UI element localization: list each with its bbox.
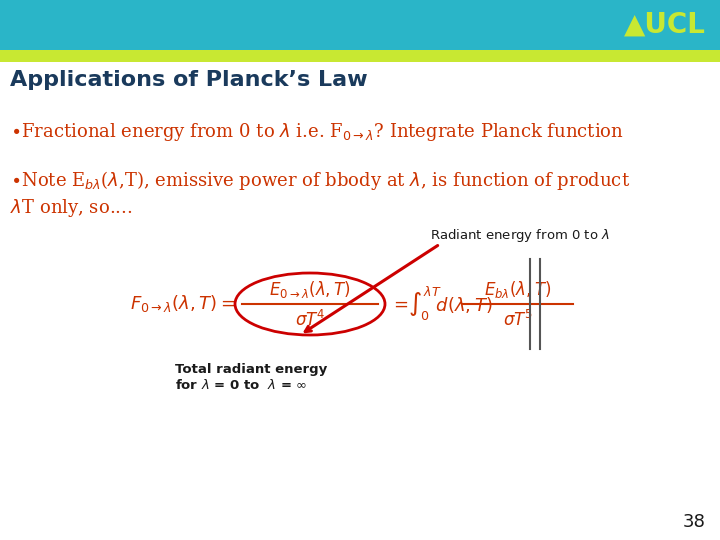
Text: $E_{0\rightarrow\lambda}(\lambda,T)$: $E_{0\rightarrow\lambda}(\lambda,T)$ <box>269 280 351 300</box>
Text: Total radiant energy: Total radiant energy <box>175 362 328 375</box>
Text: $\bullet$Fractional energy from 0 to $\lambda$ i.e. F$_{0\rightarrow\lambda}$? I: $\bullet$Fractional energy from 0 to $\l… <box>10 121 624 143</box>
Text: $\sigma T^5$: $\sigma T^5$ <box>503 310 533 330</box>
Text: Radiant energy from 0 to $\lambda$: Radiant energy from 0 to $\lambda$ <box>430 227 610 245</box>
Text: $\bullet$Note E$_{b\lambda}$($\lambda$,T), emissive power of bbody at $\lambda$,: $\bullet$Note E$_{b\lambda}$($\lambda$,T… <box>10 168 630 192</box>
Text: $\lambda$T only, so....: $\lambda$T only, so.... <box>10 197 132 219</box>
Bar <box>0 0 720 50</box>
Text: $=$: $=$ <box>390 295 409 313</box>
Text: $\sigma T^4$: $\sigma T^4$ <box>294 310 325 330</box>
Bar <box>0 50 720 62</box>
Text: $F_{0\rightarrow\lambda}(\lambda,T)=$: $F_{0\rightarrow\lambda}(\lambda,T)=$ <box>130 294 235 314</box>
Text: ▲UCL: ▲UCL <box>624 11 706 39</box>
Text: $E_{b\lambda}(\lambda,T)$: $E_{b\lambda}(\lambda,T)$ <box>485 280 552 300</box>
Text: 38: 38 <box>683 513 706 531</box>
Text: $\int_0^{\lambda T}\!d(\lambda,T)$: $\int_0^{\lambda T}\!d(\lambda,T)$ <box>408 285 492 323</box>
Text: Applications of Planck’s Law: Applications of Planck’s Law <box>10 70 368 90</box>
Text: for $\lambda$ = 0 to  $\lambda$ = $\infty$: for $\lambda$ = 0 to $\lambda$ = $\infty… <box>175 378 307 392</box>
